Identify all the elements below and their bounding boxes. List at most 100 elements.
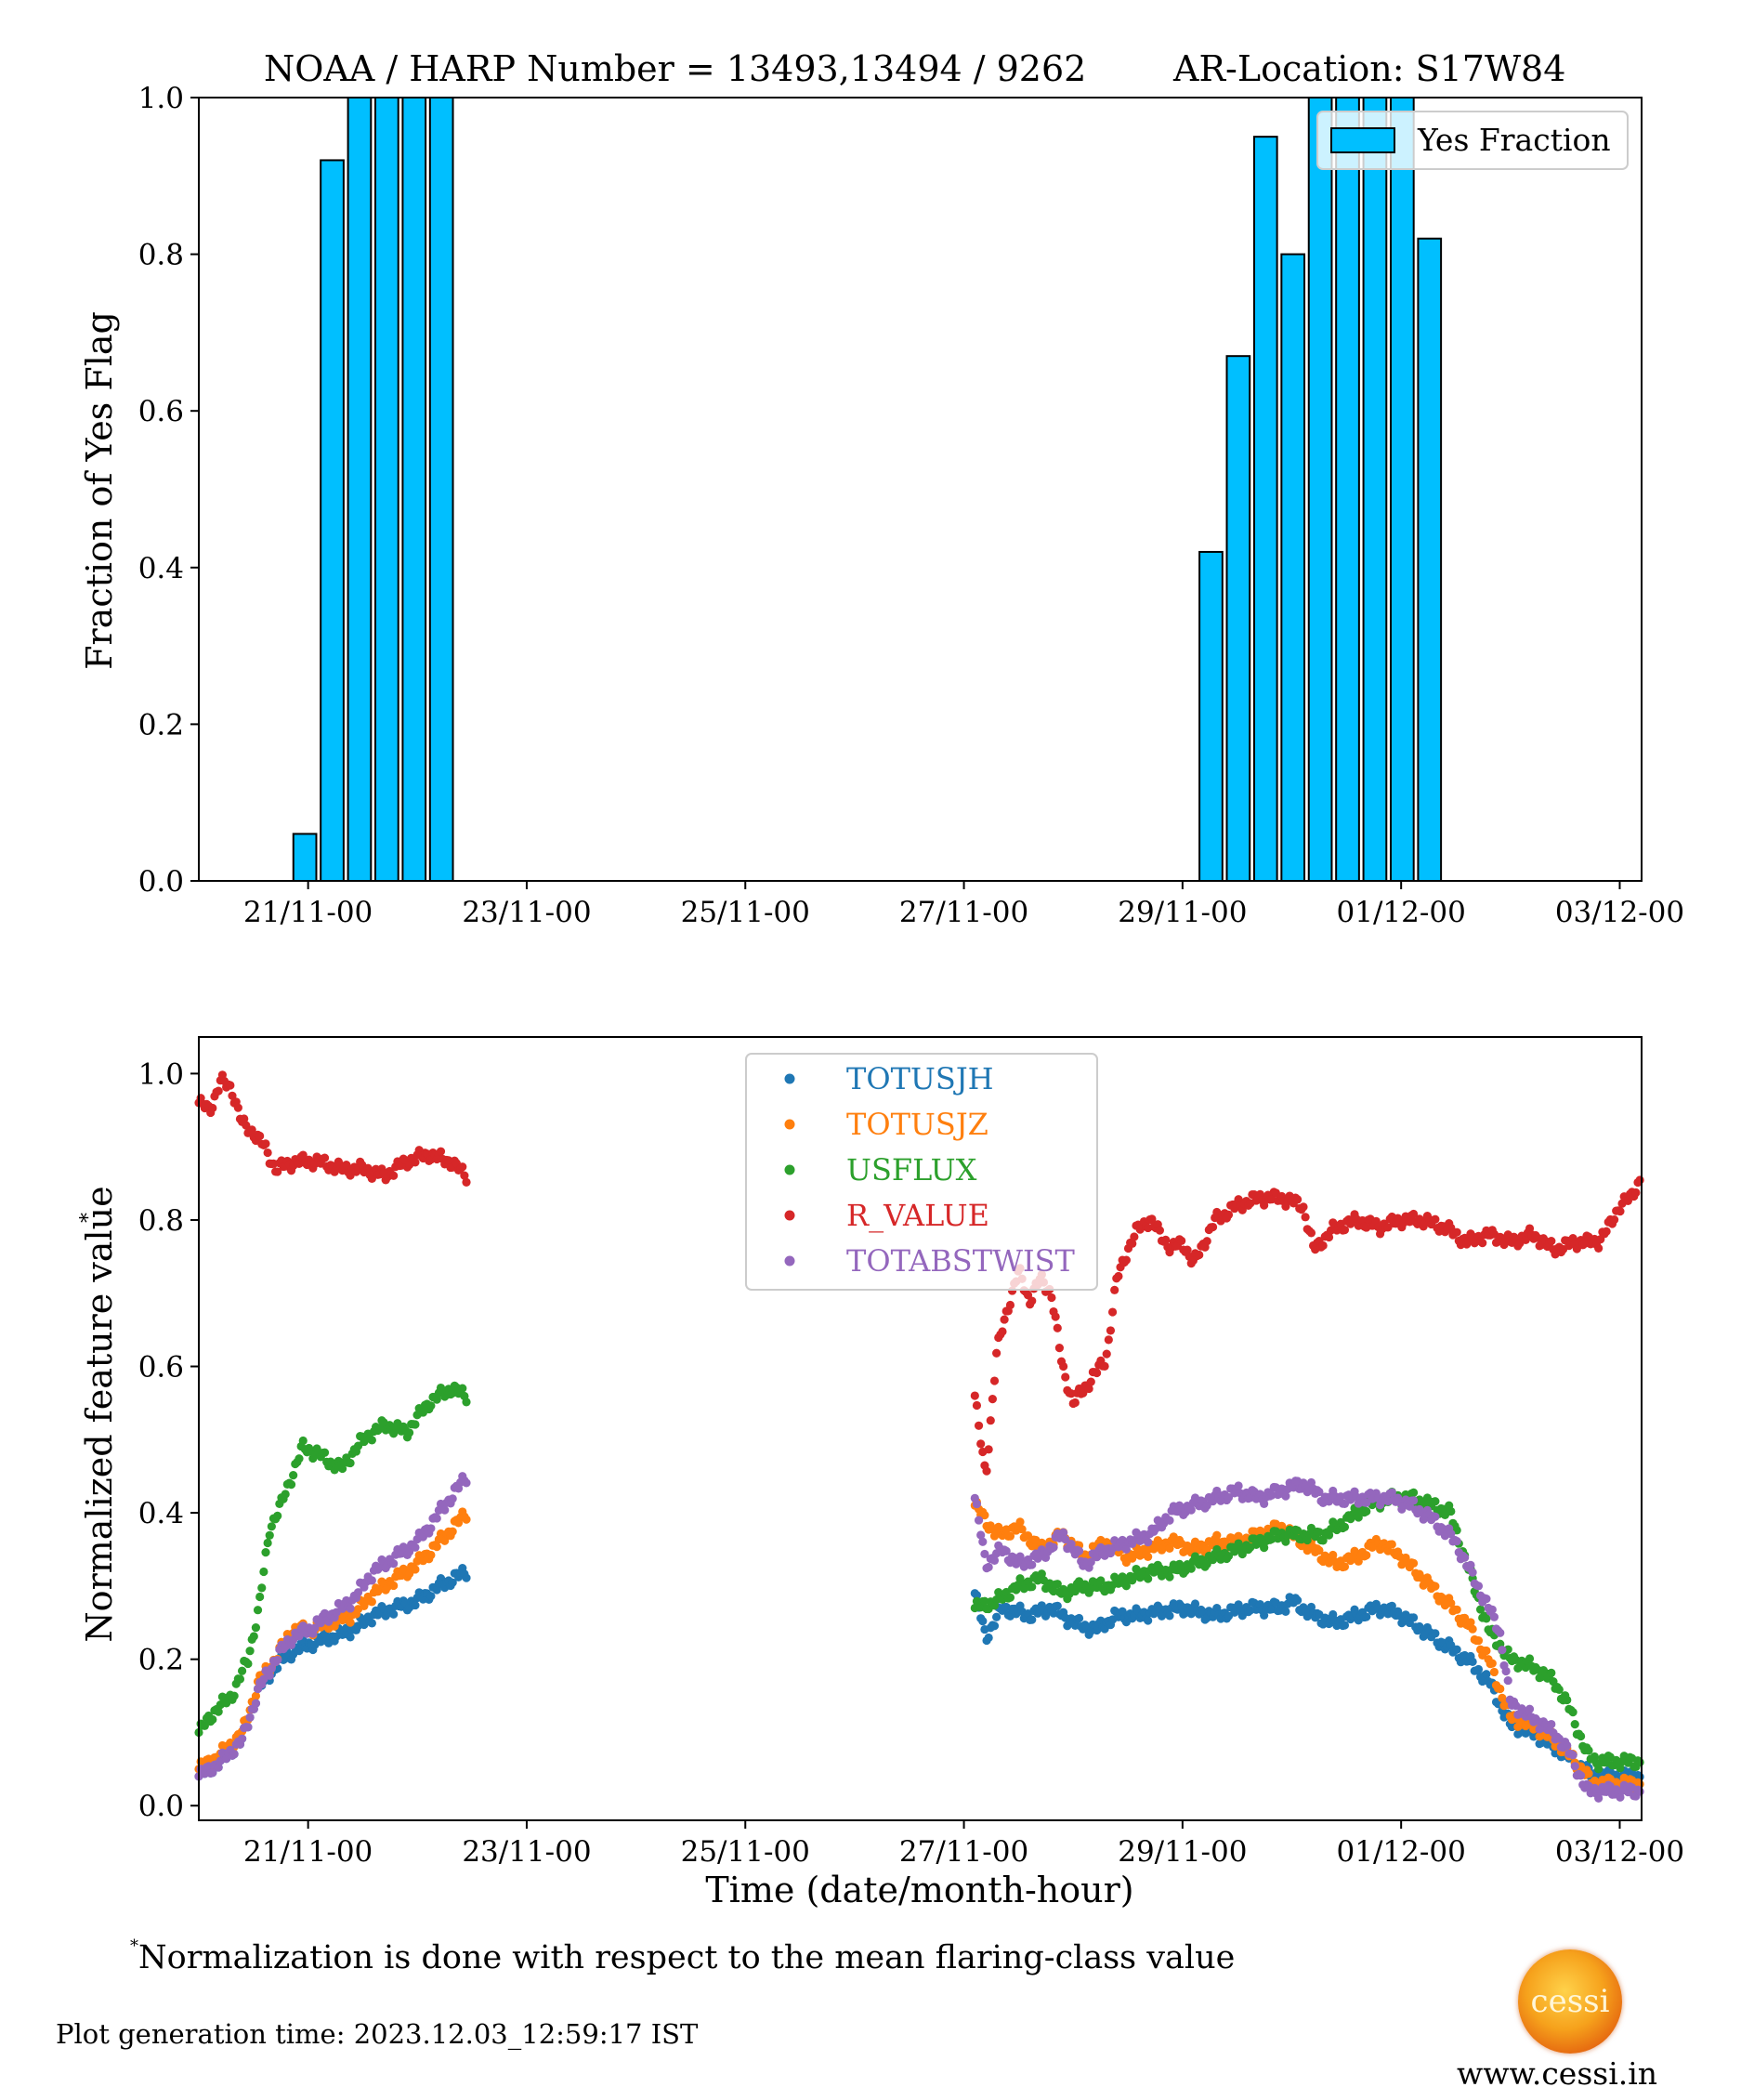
data-point xyxy=(1299,1202,1308,1212)
scatter-points xyxy=(194,1070,1644,1803)
data-point xyxy=(1468,1657,1477,1666)
data-point xyxy=(1362,1612,1371,1621)
data-point xyxy=(1387,1540,1396,1549)
data-point xyxy=(1161,1235,1171,1244)
data-point xyxy=(1074,1613,1084,1623)
data-point xyxy=(1446,1598,1456,1608)
data-point xyxy=(1431,1582,1440,1591)
data-point xyxy=(1547,1719,1556,1729)
data-point xyxy=(1165,1516,1174,1525)
data-point xyxy=(1017,1525,1027,1534)
data-point xyxy=(289,1470,298,1480)
data-point xyxy=(1576,1731,1586,1741)
data-point xyxy=(1315,1545,1324,1555)
data-point xyxy=(281,1490,290,1499)
data-point xyxy=(251,1622,261,1633)
data-point xyxy=(1482,1670,1491,1679)
data-point xyxy=(263,1538,272,1548)
x-tick-label: 03/12-00 xyxy=(1555,1835,1684,1869)
data-point xyxy=(214,1086,223,1096)
data-point xyxy=(261,1139,270,1148)
data-point xyxy=(1452,1537,1461,1546)
data-point xyxy=(992,1612,1001,1621)
data-point xyxy=(1631,1188,1641,1198)
data-point xyxy=(208,1768,217,1778)
data-point xyxy=(440,1536,450,1545)
data-point xyxy=(1051,1312,1060,1321)
data-point xyxy=(228,1091,237,1100)
data-point xyxy=(462,1515,471,1524)
data-point xyxy=(1496,1628,1505,1637)
data-point xyxy=(1054,1344,1064,1353)
data-point xyxy=(1473,1664,1484,1674)
data-point xyxy=(1059,1361,1068,1372)
y-tick-label: 1.0 xyxy=(138,1057,184,1091)
data-point xyxy=(1224,1492,1234,1503)
data-point xyxy=(346,1604,355,1613)
data-point xyxy=(1482,1594,1491,1604)
x-tick-label: 27/11-00 xyxy=(899,896,1028,929)
data-point xyxy=(1525,1654,1535,1663)
data-point xyxy=(1234,1600,1243,1609)
data-point xyxy=(214,1763,223,1772)
data-point xyxy=(1084,1384,1093,1394)
chart-title-harp: NOAA / HARP Number = 13493,13494 / 9262 xyxy=(264,48,1086,89)
y-tick-label: 0.4 xyxy=(138,1497,184,1530)
data-point xyxy=(1202,1237,1211,1246)
data-point xyxy=(1121,1255,1131,1265)
x-tick-label: 29/11-00 xyxy=(1118,896,1247,929)
data-point xyxy=(1293,1595,1302,1605)
data-point xyxy=(273,1655,282,1665)
data-point xyxy=(320,1448,330,1457)
x-tick-label: 21/11-00 xyxy=(243,1835,373,1869)
data-point xyxy=(1408,1558,1419,1568)
data-point xyxy=(1144,1552,1153,1561)
data-point xyxy=(247,1125,256,1135)
bar-8 xyxy=(1252,136,1278,882)
data-point xyxy=(978,1537,988,1546)
bar-4 xyxy=(401,97,427,882)
data-point xyxy=(980,1549,989,1559)
data-point xyxy=(1107,1307,1118,1317)
data-point xyxy=(976,1439,986,1449)
website-link[interactable]: www.cessi.in xyxy=(1457,2055,1658,2092)
data-point xyxy=(1079,1388,1088,1398)
data-point xyxy=(411,1565,420,1574)
data-point xyxy=(1005,1531,1015,1541)
data-point xyxy=(1306,1228,1316,1238)
bar-7 xyxy=(1225,355,1251,882)
data-point xyxy=(1602,1227,1611,1236)
legend-marker xyxy=(784,1210,795,1221)
data-point xyxy=(1452,1605,1461,1614)
normalization-footnote: *Normalization is done with respect to t… xyxy=(130,1936,1235,1976)
data-point xyxy=(1362,1506,1371,1516)
data-point xyxy=(286,1480,296,1490)
bar-2 xyxy=(347,97,373,882)
data-point xyxy=(1468,1568,1477,1577)
data-point xyxy=(1487,1605,1497,1614)
data-point xyxy=(1186,1564,1196,1573)
data-point xyxy=(462,1573,471,1582)
data-point xyxy=(1408,1209,1419,1219)
data-point xyxy=(1301,1213,1310,1222)
data-point xyxy=(235,1674,245,1684)
data-point xyxy=(1475,1605,1486,1614)
data-point xyxy=(1468,1624,1477,1634)
y-axis-label-mark: * xyxy=(77,1213,100,1223)
data-point xyxy=(982,1466,991,1476)
cessi-logo: cessi xyxy=(1518,1949,1622,2054)
data-point xyxy=(1570,1720,1579,1729)
data-point xyxy=(411,1542,420,1552)
data-point xyxy=(984,1562,993,1572)
legend-marker xyxy=(784,1119,795,1130)
data-point xyxy=(1128,1239,1137,1248)
data-point xyxy=(1362,1551,1371,1560)
data-point xyxy=(1503,1675,1512,1686)
data-point xyxy=(1329,1550,1338,1560)
plot-generation-time: Plot generation time: 2023.12.03_12:59:1… xyxy=(56,2018,699,2050)
data-point xyxy=(458,1162,467,1172)
data-point xyxy=(1570,1762,1579,1771)
data-point xyxy=(367,1619,376,1628)
data-point xyxy=(1208,1222,1218,1232)
data-point xyxy=(436,1147,446,1156)
